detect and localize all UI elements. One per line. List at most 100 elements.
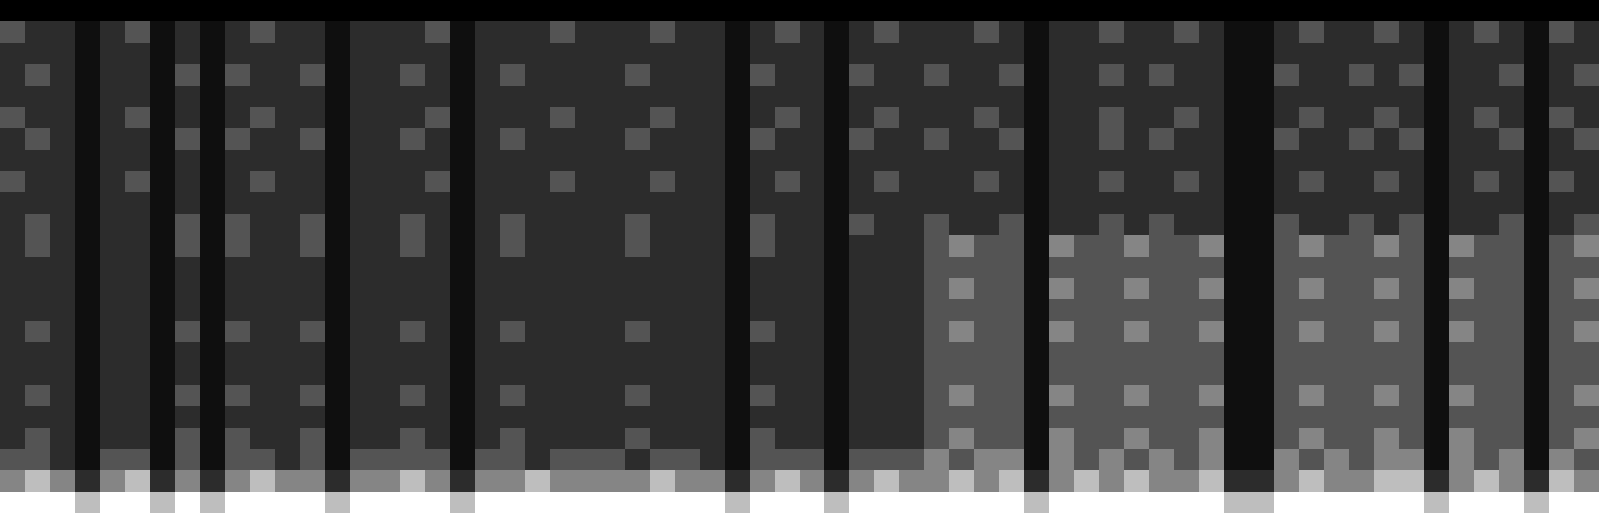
cell bbox=[125, 257, 150, 278]
cell bbox=[250, 278, 275, 299]
cell bbox=[675, 406, 700, 428]
cell bbox=[1324, 470, 1349, 492]
cell bbox=[675, 342, 700, 363]
cell bbox=[1174, 492, 1199, 513]
cell bbox=[200, 64, 225, 86]
cell bbox=[1399, 299, 1424, 321]
cell bbox=[924, 214, 949, 235]
cell bbox=[125, 150, 150, 171]
cell bbox=[1399, 363, 1424, 385]
cell bbox=[1049, 150, 1074, 171]
cell bbox=[425, 235, 450, 257]
cell bbox=[350, 257, 375, 278]
cell bbox=[175, 150, 200, 171]
cell bbox=[475, 43, 500, 64]
cell bbox=[225, 214, 250, 235]
cell bbox=[275, 235, 300, 257]
cell bbox=[300, 107, 325, 128]
cell bbox=[1299, 257, 1324, 278]
cell bbox=[200, 86, 225, 107]
cell bbox=[1349, 150, 1374, 171]
cell bbox=[800, 171, 824, 192]
cell bbox=[775, 428, 800, 449]
cell bbox=[849, 192, 874, 214]
cell bbox=[325, 214, 350, 235]
page: {"chart_data": {"type": "heatmap", "tick… bbox=[0, 0, 1599, 513]
cell bbox=[899, 192, 924, 214]
cell bbox=[250, 342, 275, 363]
cell bbox=[1399, 449, 1424, 470]
cell bbox=[475, 492, 500, 513]
cell bbox=[200, 342, 225, 363]
cell bbox=[650, 235, 675, 257]
cell bbox=[725, 64, 750, 86]
cell bbox=[1024, 363, 1049, 385]
cell bbox=[625, 43, 650, 64]
cell bbox=[425, 192, 450, 214]
cell bbox=[1349, 192, 1374, 214]
cell bbox=[1374, 278, 1399, 299]
cell bbox=[325, 64, 350, 86]
cell bbox=[1299, 342, 1324, 363]
cell bbox=[874, 278, 899, 299]
cell bbox=[600, 86, 625, 107]
cell bbox=[974, 150, 999, 171]
cell bbox=[999, 470, 1024, 492]
cell bbox=[1274, 150, 1299, 171]
cell bbox=[924, 278, 949, 299]
cell bbox=[225, 449, 250, 470]
cell bbox=[1474, 150, 1499, 171]
cell bbox=[1349, 299, 1374, 321]
cell bbox=[1424, 363, 1449, 385]
cell bbox=[1049, 43, 1074, 64]
cell bbox=[75, 321, 100, 342]
cell bbox=[1374, 128, 1399, 150]
cell bbox=[125, 86, 150, 107]
cell bbox=[25, 64, 50, 86]
cell bbox=[949, 278, 974, 299]
cell bbox=[1324, 235, 1349, 257]
cell bbox=[425, 406, 450, 428]
cell bbox=[450, 449, 475, 470]
cell bbox=[1474, 86, 1499, 107]
cell bbox=[1099, 235, 1124, 257]
cell bbox=[400, 342, 425, 363]
cell bbox=[1049, 128, 1074, 150]
cell bbox=[200, 171, 225, 192]
cell bbox=[1024, 150, 1049, 171]
cell bbox=[650, 492, 675, 513]
cell bbox=[1199, 150, 1224, 171]
cell bbox=[800, 470, 824, 492]
cell bbox=[75, 86, 100, 107]
cell bbox=[525, 107, 550, 128]
cell bbox=[1499, 321, 1524, 342]
cell bbox=[200, 235, 225, 257]
cell bbox=[175, 107, 200, 128]
cell bbox=[1574, 492, 1599, 513]
cell bbox=[1474, 171, 1499, 192]
cell bbox=[350, 192, 375, 214]
cell bbox=[1274, 107, 1299, 128]
cell bbox=[525, 299, 550, 321]
cell bbox=[125, 299, 150, 321]
cell bbox=[849, 107, 874, 128]
cell bbox=[949, 214, 974, 235]
cell bbox=[974, 406, 999, 428]
cell bbox=[25, 86, 50, 107]
cell bbox=[200, 492, 225, 513]
cell bbox=[874, 86, 899, 107]
cell bbox=[1249, 470, 1274, 492]
cell bbox=[200, 385, 225, 406]
cell bbox=[1224, 278, 1249, 299]
cell bbox=[200, 449, 225, 470]
cell bbox=[999, 192, 1024, 214]
cell bbox=[1549, 86, 1574, 107]
cell bbox=[450, 86, 475, 107]
cell bbox=[100, 21, 125, 43]
cell bbox=[50, 150, 75, 171]
cell bbox=[200, 107, 225, 128]
cell bbox=[125, 107, 150, 128]
cell bbox=[775, 86, 800, 107]
cell bbox=[1499, 257, 1524, 278]
cell bbox=[350, 21, 375, 43]
